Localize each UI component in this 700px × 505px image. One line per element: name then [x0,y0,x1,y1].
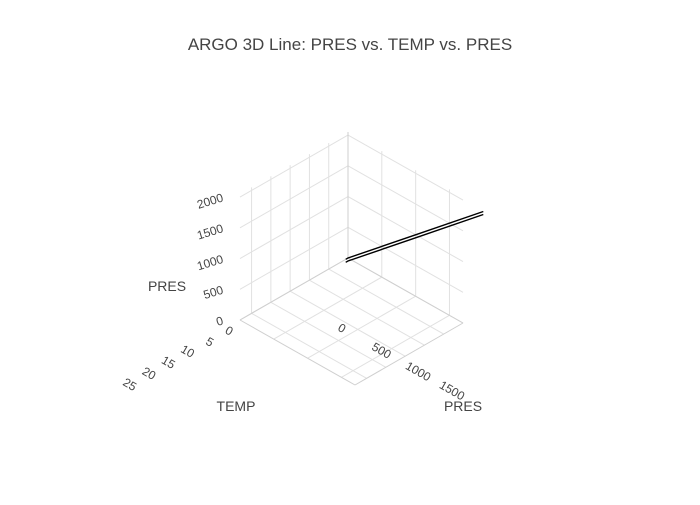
series-line-0 [345,210,484,260]
grid-layer [239,132,464,379]
series-layer [345,210,484,263]
z-tick-label-0: 0 [214,313,225,328]
z-tick-label-4: 2000 [195,190,225,211]
grid-line-floor-x-3 [341,314,450,378]
x-tick-label-1: 500 [369,340,394,362]
z-axis-title: PRES [148,278,186,294]
z-tick-label-3: 1500 [195,221,225,242]
x-tick-label-0: 0 [336,320,349,336]
chart-title: ARGO 3D Line: PRES vs. TEMP vs. PRES [188,35,512,54]
y-tick-label-4: 20 [140,364,159,383]
grid-line-floor-y-2 [309,279,425,346]
grid-line-floor-y-5 [251,312,367,379]
grid-line-wall-zy-3 [239,165,349,229]
grid-line-wall-zy-1 [239,226,349,290]
z-tick-label-1: 500 [202,283,226,302]
grid-line-floor-y-4 [270,301,387,368]
y-tick-label-5: 25 [121,375,140,394]
grid-line-wall-zx-1 [347,226,464,293]
grid-line-floor-x-2 [307,295,416,359]
y-tick-label-3: 15 [159,353,178,372]
series-line-0-strand [345,213,484,263]
grid-line-floor-y-1 [328,268,444,335]
x-axis-back-line [347,257,464,324]
x-tick-label-2: 1000 [403,359,433,385]
grid-line-wall-zy-4 [239,134,349,198]
y-axis-back-line [239,257,349,321]
x-axis-front-line [239,319,356,386]
grid-line-wall-zx-3 [347,165,464,232]
y-tick-label-1: 5 [203,334,216,350]
grid-line-wall-zy-2 [239,196,349,259]
y-tick-label-2: 10 [178,342,197,361]
grid-line-wall-zx-2 [347,196,464,262]
y-tick-label-0: 0 [223,323,236,339]
grid-line-floor-y-3 [289,290,406,357]
z-tick-label-2: 1000 [195,252,225,273]
axis-layer [239,132,464,386]
grid-line-floor-x-1 [273,276,383,340]
grid-line-wall-zx-4 [347,134,464,201]
y-axis-front-line [354,322,464,386]
x-axis-title: PRES [444,398,482,414]
y-axis-title: TEMP [217,398,256,414]
